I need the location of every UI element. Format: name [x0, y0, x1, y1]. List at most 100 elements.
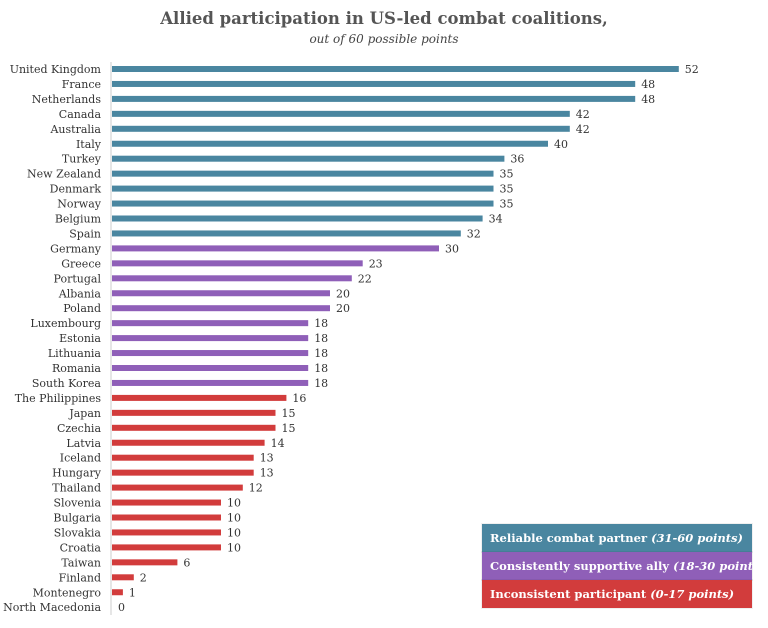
value-label-finland: 2 — [140, 571, 147, 584]
value-label-slovenia: 10 — [227, 497, 241, 510]
value-label-germany: 30 — [445, 242, 459, 255]
bar-slovenia — [112, 499, 221, 506]
bar-greece — [112, 260, 363, 267]
category-label-belgium: Belgium — [55, 213, 102, 226]
bar-luxembourg — [112, 320, 309, 327]
category-label-the-philippines: The Philippines — [15, 392, 102, 405]
legend-range: (18-30 points) — [673, 559, 765, 573]
category-label-estonia: Estonia — [59, 332, 101, 345]
category-label-taiwan: Taiwan — [61, 556, 101, 569]
category-label-spain: Spain — [69, 227, 101, 240]
bar-denmark — [112, 185, 494, 192]
bar-taiwan — [112, 559, 178, 566]
bar-poland — [112, 305, 330, 312]
category-label-lithuania: Lithuania — [48, 347, 102, 360]
value-label-luxembourg: 18 — [314, 317, 328, 330]
bar-germany — [112, 245, 439, 252]
legend-item-inconsistent: Inconsistent participant (0-17 points) — [482, 580, 752, 608]
value-label-albania: 20 — [336, 287, 350, 300]
category-label-czechia: Czechia — [57, 422, 101, 435]
bar-lithuania — [112, 350, 309, 357]
bar-iceland — [112, 454, 254, 461]
value-label-bulgaria: 10 — [227, 512, 241, 525]
category-label-north-macedonia: North Macedonia — [3, 601, 101, 614]
bar-montenegro — [112, 589, 123, 596]
category-label-turkey: Turkey — [62, 153, 102, 166]
category-label-slovenia: Slovenia — [53, 497, 101, 510]
value-label-portugal: 22 — [358, 272, 372, 285]
value-label-poland: 20 — [336, 302, 350, 315]
bar-bulgaria — [112, 514, 221, 521]
category-label-slovakia: Slovakia — [54, 526, 102, 539]
category-label-luxembourg: Luxembourg — [30, 317, 101, 330]
value-label-croatia: 10 — [227, 541, 241, 554]
bar-norway — [112, 200, 494, 207]
value-label-estonia: 18 — [314, 332, 328, 345]
bar-spain — [112, 230, 461, 237]
bar-slovakia — [112, 529, 221, 536]
category-label-japan: Japan — [68, 407, 101, 420]
bar-netherlands — [112, 95, 636, 102]
value-label-italy: 40 — [554, 138, 568, 151]
category-label-thailand: Thailand — [52, 482, 101, 495]
value-label-iceland: 13 — [260, 452, 274, 465]
value-label-japan: 15 — [282, 407, 296, 420]
legend-label: Inconsistent participant — [490, 587, 647, 601]
bar-hungary — [112, 469, 254, 476]
value-label-canada: 42 — [576, 108, 590, 121]
category-label-bulgaria: Bulgaria — [53, 512, 101, 525]
legend-label: Reliable combat partner — [490, 531, 648, 545]
chart-title: Allied participation in US-led combat co… — [160, 9, 608, 28]
category-label-south-korea: South Korea — [32, 377, 102, 390]
value-label-belgium: 34 — [489, 213, 503, 226]
category-label-netherlands: Netherlands — [32, 93, 102, 106]
category-label-greece: Greece — [61, 257, 101, 270]
value-label-new-zealand: 35 — [500, 168, 514, 181]
category-label-finland: Finland — [59, 571, 101, 584]
value-label-slovakia: 10 — [227, 526, 241, 539]
legend-label: Consistently supportive ally — [490, 559, 670, 573]
value-label-south-korea: 18 — [314, 377, 328, 390]
category-label-poland: Poland — [63, 302, 101, 315]
bar-finland — [112, 574, 134, 581]
value-label-romania: 18 — [314, 362, 328, 375]
value-label-north-macedonia: 0 — [118, 601, 125, 614]
bar-france — [112, 80, 636, 87]
chart-subtitle: out of 60 possible points — [309, 32, 459, 46]
value-label-taiwan: 6 — [183, 556, 190, 569]
bar-canada — [112, 110, 570, 117]
bar-belgium — [112, 215, 483, 222]
category-label-norway: Norway — [57, 198, 101, 211]
value-label-thailand: 12 — [249, 482, 263, 495]
legend-range: (0-17 points) — [650, 587, 735, 601]
bar-south-korea — [112, 379, 309, 386]
value-label-turkey: 36 — [510, 153, 524, 166]
category-label-australia: Australia — [49, 123, 101, 136]
category-label-new-zealand: New Zealand — [27, 168, 101, 181]
category-label-iceland: Iceland — [60, 452, 101, 465]
value-label-united-kingdom: 52 — [685, 63, 699, 76]
value-label-czechia: 15 — [282, 422, 296, 435]
category-label-croatia: Croatia — [60, 541, 102, 554]
bar-united-kingdom — [112, 66, 679, 72]
category-label-hungary: Hungary — [52, 467, 102, 480]
category-label-romania: Romania — [52, 362, 101, 375]
category-label-france: France — [62, 78, 101, 91]
category-label-portugal: Portugal — [54, 272, 102, 285]
category-label-albania: Albania — [58, 287, 102, 300]
value-label-denmark: 35 — [500, 183, 514, 196]
value-label-spain: 32 — [467, 227, 481, 240]
bar-japan — [112, 409, 276, 416]
category-label-germany: Germany — [50, 242, 102, 255]
bar-italy — [112, 140, 548, 147]
bar-albania — [112, 290, 330, 297]
value-label-latvia: 14 — [271, 437, 285, 450]
bar-estonia — [112, 335, 309, 342]
category-label-denmark: Denmark — [50, 183, 102, 196]
bar-turkey — [112, 155, 505, 162]
value-label-greece: 23 — [369, 257, 383, 270]
category-label-canada: Canada — [59, 108, 102, 121]
bar-portugal — [112, 275, 352, 282]
legend-item-reliable: Reliable combat partner (31-60 points) — [482, 524, 752, 552]
